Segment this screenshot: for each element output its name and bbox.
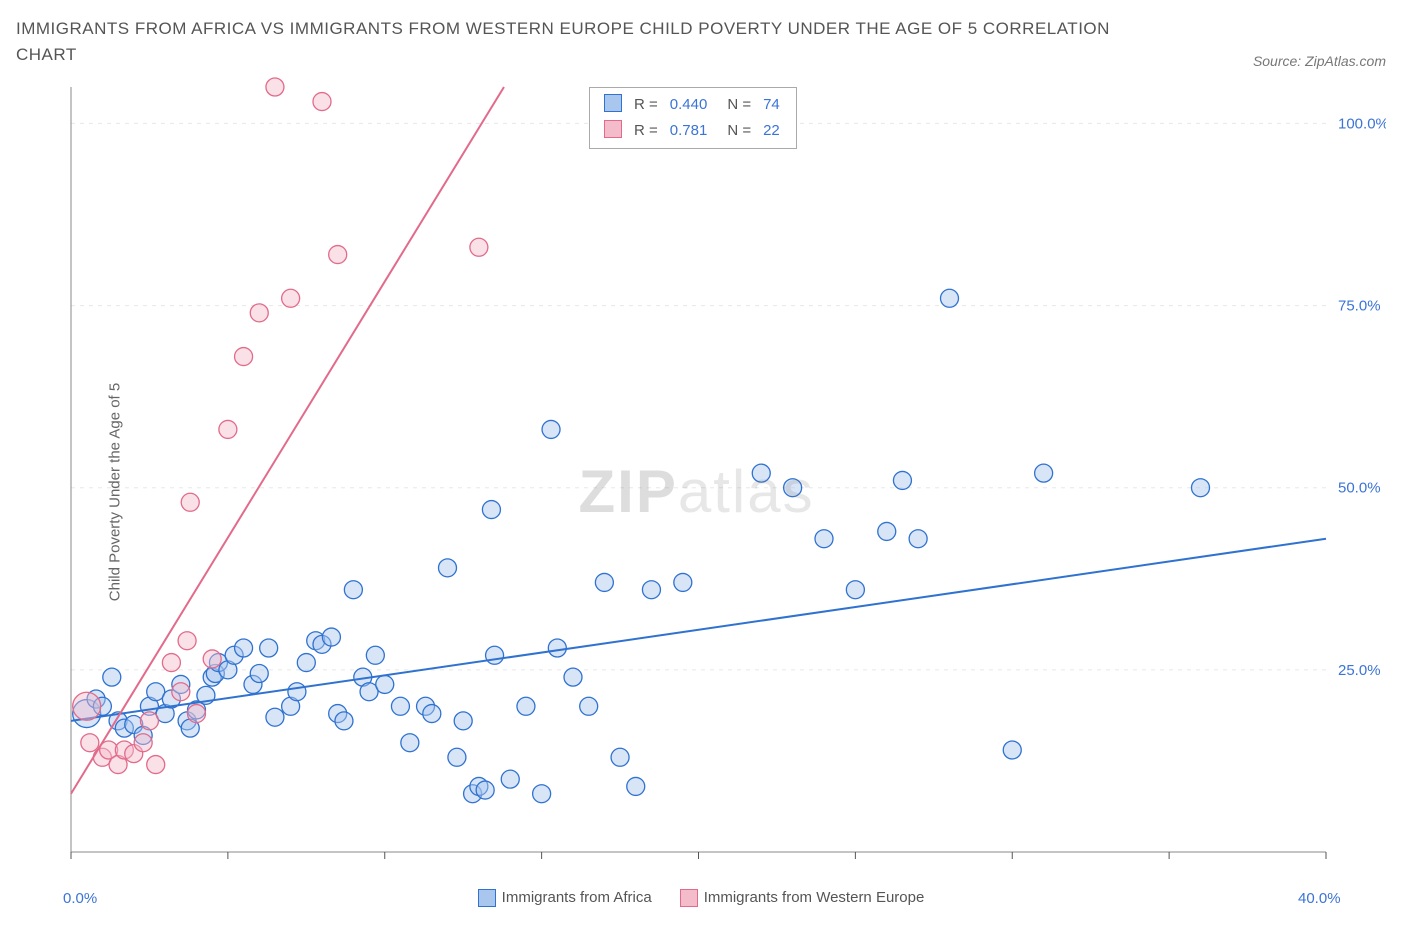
stat-n-label: N = — [713, 92, 757, 118]
point-africa — [486, 646, 504, 664]
point-weurope — [266, 78, 284, 96]
point-africa — [476, 781, 494, 799]
stat-r-weurope: 0.781 — [664, 118, 714, 144]
point-africa — [391, 697, 409, 715]
point-africa — [366, 646, 384, 664]
point-weurope — [73, 692, 101, 720]
legend-label-africa: Immigrants from Africa — [502, 889, 652, 906]
point-africa — [674, 573, 692, 591]
point-africa — [815, 529, 833, 547]
point-africa — [611, 748, 629, 766]
point-africa — [941, 289, 959, 307]
point-weurope — [147, 755, 165, 773]
point-africa — [335, 712, 353, 730]
point-africa — [595, 573, 613, 591]
point-africa — [627, 777, 645, 795]
point-weurope — [178, 631, 196, 649]
point-africa — [517, 697, 535, 715]
legend-swatch-africa — [604, 94, 622, 112]
point-africa — [250, 664, 268, 682]
point-africa — [260, 639, 278, 657]
stat-r-africa: 0.440 — [664, 92, 714, 118]
point-africa — [1003, 741, 1021, 759]
point-africa — [784, 478, 802, 496]
point-africa — [266, 708, 284, 726]
legend-item-africa: Immigrants from Africa — [478, 889, 652, 907]
point-africa — [580, 697, 598, 715]
point-africa — [909, 529, 927, 547]
point-africa — [752, 464, 770, 482]
point-weurope — [188, 704, 206, 722]
point-africa — [297, 653, 315, 671]
legend-item-weurope: Immigrants from Western Europe — [680, 889, 925, 907]
point-africa — [482, 500, 500, 518]
point-africa — [548, 639, 566, 657]
point-africa — [423, 704, 441, 722]
point-africa — [454, 712, 472, 730]
point-africa — [235, 639, 253, 657]
point-africa — [103, 668, 121, 686]
point-africa — [344, 580, 362, 598]
stat-n-weurope: 22 — [757, 118, 786, 144]
svg-text:75.0%: 75.0% — [1338, 297, 1381, 314]
point-weurope — [329, 245, 347, 263]
point-weurope — [203, 650, 221, 668]
point-weurope — [81, 733, 99, 751]
svg-text:100.0%: 100.0% — [1338, 115, 1386, 132]
legend-swatch-weurope — [604, 120, 622, 138]
point-weurope — [470, 238, 488, 256]
chart-svg: 25.0% 50.0% 75.0% 100.0% — [16, 77, 1386, 882]
point-weurope — [235, 347, 253, 365]
stats-legend-box: R =0.440N =74 R =0.781N =22 — [589, 87, 797, 149]
point-africa — [376, 675, 394, 693]
point-weurope — [181, 493, 199, 511]
legend-swatch-africa — [478, 889, 496, 907]
chart-source: Source: ZipAtlas.com — [1253, 53, 1386, 69]
point-weurope — [282, 289, 300, 307]
point-africa — [878, 522, 896, 540]
stat-n-label: N = — [713, 118, 757, 144]
chart-plot: Child Poverty Under the Age of 5 25.0% 50… — [16, 77, 1386, 907]
stat-r-label: R = — [628, 118, 664, 144]
chart-title: IMMIGRANTS FROM AFRICA VS IMMIGRANTS FRO… — [16, 16, 1116, 69]
point-weurope — [250, 304, 268, 322]
legend-bottom: Immigrants from Africa Immigrants from We… — [16, 889, 1386, 907]
point-africa — [1192, 478, 1210, 496]
point-africa — [533, 784, 551, 802]
y-axis-label: Child Poverty Under the Age of 5 — [107, 382, 124, 600]
point-africa — [401, 733, 419, 751]
point-africa — [439, 559, 457, 577]
point-weurope — [219, 420, 237, 438]
point-africa — [1035, 464, 1053, 482]
chart-header: IMMIGRANTS FROM AFRICA VS IMMIGRANTS FRO… — [16, 16, 1386, 69]
point-weurope — [313, 92, 331, 110]
point-africa — [542, 420, 560, 438]
svg-text:50.0%: 50.0% — [1338, 479, 1381, 496]
legend-label-weurope: Immigrants from Western Europe — [704, 889, 925, 906]
svg-text:25.0%: 25.0% — [1338, 662, 1381, 679]
point-africa — [322, 628, 340, 646]
point-weurope — [172, 682, 190, 700]
point-africa — [893, 471, 911, 489]
point-africa — [564, 668, 582, 686]
point-africa — [448, 748, 466, 766]
stat-r-label: R = — [628, 92, 664, 118]
chart-container: IMMIGRANTS FROM AFRICA VS IMMIGRANTS FRO… — [16, 16, 1386, 907]
stat-n-africa: 74 — [757, 92, 786, 118]
trendline-africa — [71, 538, 1326, 720]
point-africa — [501, 770, 519, 788]
point-africa — [642, 580, 660, 598]
point-africa — [846, 580, 864, 598]
point-africa — [288, 682, 306, 700]
point-weurope — [140, 712, 158, 730]
legend-swatch-weurope — [680, 889, 698, 907]
trendline-weurope — [71, 87, 504, 794]
point-weurope — [162, 653, 180, 671]
point-weurope — [134, 733, 152, 751]
